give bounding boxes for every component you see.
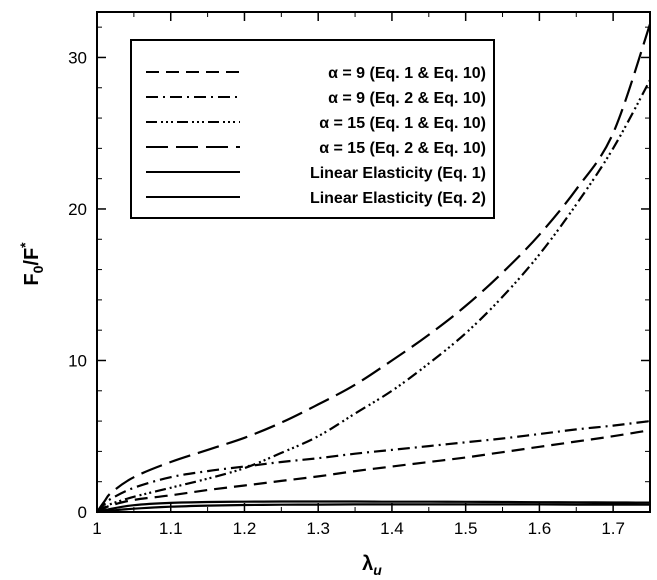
legend: α = 9 (Eq. 1 & Eq. 10) α = 9 (Eq. 2 & Eq.…: [146, 65, 486, 207]
y-tick-label: 20: [68, 200, 87, 219]
y-tick-label: 10: [68, 351, 87, 370]
legend-label-3: α = 15 (Eq. 1 & Eq. 10): [319, 115, 486, 132]
legend-label-2: α = 9 (Eq. 2 & Eq. 10): [328, 90, 486, 107]
legend-label-1: α = 9 (Eq. 1 & Eq. 10): [328, 65, 486, 82]
x-tick-label: 1.6: [528, 519, 552, 538]
series-layer: [96, 23, 652, 514]
x-tick-label: 1.1: [159, 519, 183, 538]
x-tick-label: 1.4: [380, 519, 404, 538]
y-tick-label: 30: [68, 48, 87, 67]
series-line-2: [96, 420, 651, 513]
x-tick-label: 1.5: [454, 519, 478, 538]
series-line-5: [96, 503, 651, 514]
legend-label-4: α = 15 (Eq. 2 & Eq. 10): [319, 140, 486, 157]
series-line-6: [96, 500, 651, 514]
x-tick-label: 1: [92, 519, 101, 538]
x-tick-label: 1.3: [306, 519, 330, 538]
series-line-3: [96, 79, 651, 513]
legend-label-5: Linear Elasticity (Eq. 1): [310, 165, 486, 182]
series-line-1: [96, 429, 651, 513]
y-tick-label: 0: [78, 503, 87, 522]
y-axis-title: F0/F*: [17, 242, 46, 286]
x-tick-label: 1.7: [601, 519, 625, 538]
legend-box: [130, 39, 495, 219]
x-tick-label: 1.2: [233, 519, 257, 538]
legend-label-6: Linear Elasticity (Eq. 2): [310, 190, 486, 207]
plot-frame: [96, 11, 651, 513]
x-axis-title: λu: [362, 553, 382, 578]
series-line-4: [96, 23, 652, 513]
